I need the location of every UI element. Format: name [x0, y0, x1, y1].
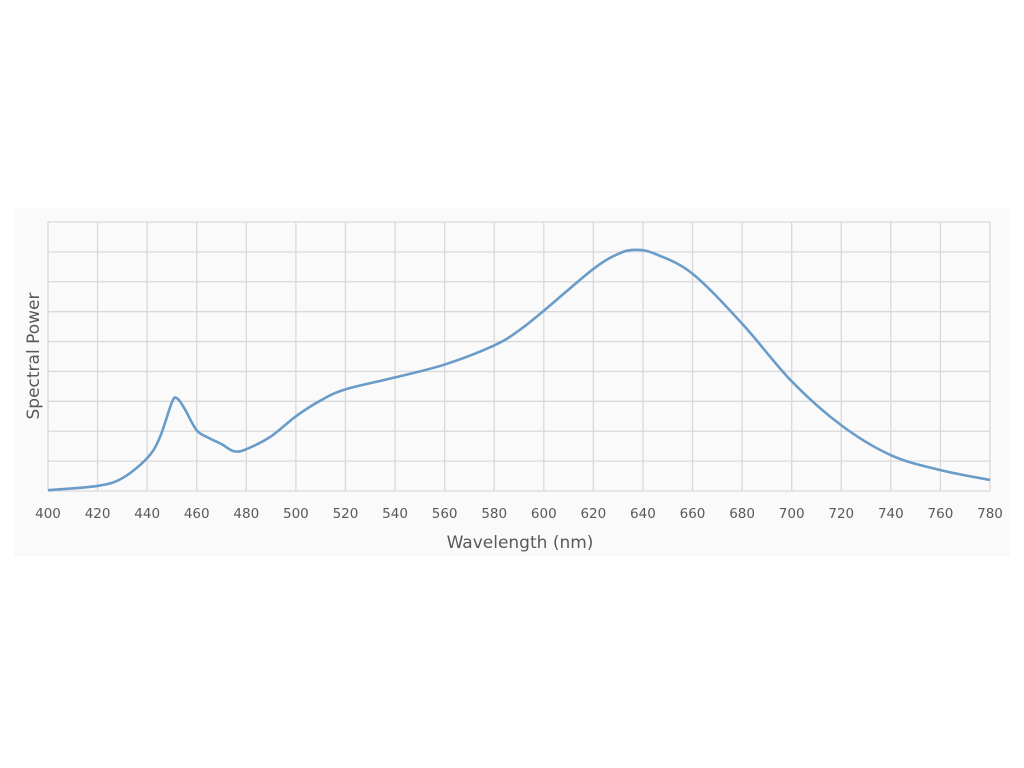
x-tick-label: 420	[85, 506, 111, 522]
x-axis-title: Wavelength (nm)	[447, 533, 594, 553]
x-tick-label: 620	[580, 506, 606, 522]
x-tick-label: 460	[184, 506, 210, 522]
x-tick-label: 660	[680, 506, 706, 522]
x-tick-label: 500	[283, 506, 309, 522]
chart-background	[14, 208, 1010, 556]
spectrum-line	[47, 248, 991, 492]
x-tick-label: 680	[729, 506, 755, 522]
x-tick-label: 640	[630, 506, 656, 522]
x-tick-label: 440	[134, 506, 160, 522]
x-tick-label: 740	[878, 506, 904, 522]
x-tick-label: 760	[928, 506, 954, 522]
x-tick-label: 560	[432, 506, 458, 522]
x-tick-label: 580	[481, 506, 507, 522]
x-tick-label: 480	[233, 506, 259, 522]
x-tick-label: 700	[779, 506, 805, 522]
x-tick-label: 720	[828, 506, 854, 522]
x-tick-label: 780	[977, 506, 1003, 522]
x-tick-label: 400	[35, 506, 61, 522]
y-axis-title: Spectral Power	[24, 293, 44, 420]
x-tick-label: 520	[333, 506, 359, 522]
x-tick-label: 540	[382, 506, 408, 522]
x-tick-label: 600	[531, 506, 557, 522]
